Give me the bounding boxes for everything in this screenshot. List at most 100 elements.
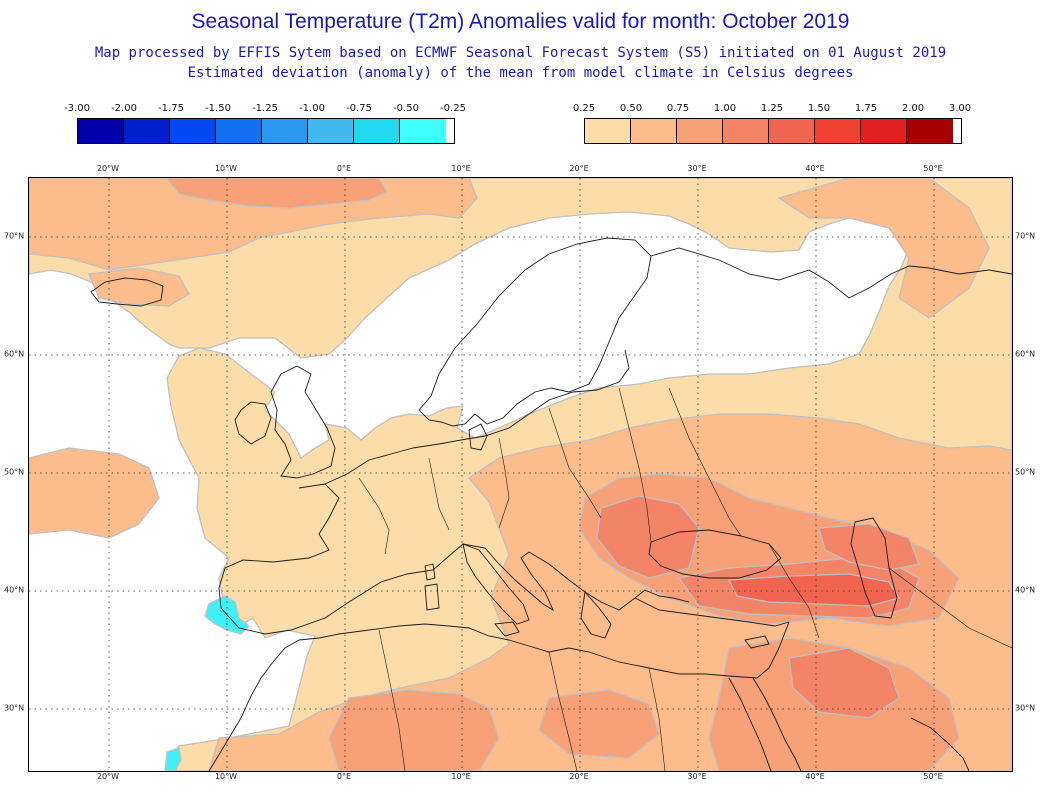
coastline-segment <box>270 365 336 479</box>
legend-label: 1.00 <box>713 103 737 114</box>
map-description: Estimated deviation (anomaly) of the mea… <box>187 65 854 81</box>
latitude-label: 40°N <box>1015 585 1036 595</box>
legend-negative-swatch <box>124 119 170 143</box>
longitude-label: 50°E <box>923 164 943 173</box>
coastline-segment <box>580 590 612 639</box>
country-border <box>498 437 510 529</box>
anomaly-region-100-balkans <box>596 495 700 579</box>
legend-label: 1.50 <box>807 103 831 114</box>
anomaly-region-050-iceland <box>88 267 190 307</box>
anomaly-region-075-libya <box>538 689 660 759</box>
anomaly-region-075-north-africa <box>328 689 500 771</box>
legend-label: 1.25 <box>760 103 784 114</box>
legend-positive-swatch <box>861 119 907 143</box>
latitude-label: 30°N <box>1015 703 1036 713</box>
longitude-label: 30°E <box>687 772 707 781</box>
coastline-segment <box>728 677 772 771</box>
legend-positive-swatch <box>907 119 953 143</box>
coastline-segment <box>744 635 770 649</box>
legend-label: -3.00 <box>64 103 90 114</box>
anomaly-region-negative-canaries <box>164 747 182 771</box>
latitude-label: 60°N <box>4 349 25 359</box>
coastline-segment <box>752 677 802 771</box>
coastline-segment <box>494 621 520 637</box>
coastline-segment <box>90 277 164 307</box>
coastlines <box>90 237 1012 771</box>
coastline-segment <box>634 597 790 627</box>
legend-positive-swatch <box>723 119 769 143</box>
country-border <box>618 387 652 543</box>
legend-label: 0.25 <box>572 103 596 114</box>
latitude-label: 70°N <box>1015 231 1036 241</box>
legend-label: 0.75 <box>666 103 690 114</box>
legend-label: -2.00 <box>111 103 137 114</box>
coastline-segment <box>234 401 272 445</box>
map-title: Seasonal Temperature (T2m) Anomalies val… <box>191 10 850 33</box>
latitude-label: 50°N <box>1015 467 1036 477</box>
longitude-label: 30°E <box>687 164 707 173</box>
legend-positive-swatch <box>631 119 677 143</box>
longitude-label: 20°W <box>96 772 120 781</box>
longitude-label: 0°E <box>336 772 352 781</box>
anomaly-region-050-atlantic <box>29 447 160 539</box>
legend-label: -0.25 <box>440 103 466 114</box>
legend-positive-swatch <box>815 119 861 143</box>
anomaly-region-100-iraq <box>788 647 900 719</box>
longitude-label: 40°E <box>805 772 825 781</box>
legend-negative-swatch <box>400 119 446 143</box>
latitude-label: 70°N <box>4 231 25 241</box>
coastline-segment <box>324 349 630 485</box>
coastline-segment <box>424 563 440 611</box>
longitude-label: 10°E <box>451 164 471 173</box>
coastline-segment <box>418 237 652 427</box>
latitude-label: 40°N <box>4 585 25 595</box>
latitude-label: 50°N <box>4 467 25 477</box>
legend-label: 0.50 <box>619 103 643 114</box>
country-border <box>768 543 820 639</box>
longitude-label: 0°E <box>336 164 352 173</box>
legend-label: -0.75 <box>346 103 372 114</box>
legend-negative-swatch <box>78 119 124 143</box>
coastline-segment <box>468 423 488 451</box>
legend-label: -1.75 <box>158 103 184 114</box>
longitude-label: 10°E <box>451 772 471 781</box>
legend-negative-colorbar <box>77 118 455 144</box>
coastline-segment <box>208 639 300 771</box>
legend-negative-swatch <box>216 119 262 143</box>
coastline-segment <box>648 529 782 579</box>
anomaly-region-125-anatolia <box>727 573 901 607</box>
longitude-label: 20°E <box>569 772 589 781</box>
legend-label: -1.25 <box>252 103 278 114</box>
legend-positive-colorbar <box>584 118 962 144</box>
legend-label: 2.00 <box>901 103 925 114</box>
longitude-label: 40°E <box>805 164 825 173</box>
longitude-label: 10°W <box>214 164 238 173</box>
anomaly-region-075-north-atlantic <box>166 178 388 209</box>
latitude-label: 60°N <box>1015 349 1036 359</box>
country-border <box>888 567 1012 649</box>
coastline-segment <box>850 517 898 619</box>
map-subtitle: Map processed by EFFIS Sytem based on EC… <box>94 45 947 61</box>
country-border <box>358 477 390 555</box>
longitude-label: 20°W <box>96 164 120 173</box>
legend-positive-swatch <box>585 119 631 143</box>
anomaly-map <box>28 177 1013 772</box>
legend-negative-swatch <box>170 119 216 143</box>
anomaly-region-050-russia <box>777 178 990 319</box>
anomaly-map-svg <box>29 178 1012 771</box>
latitude-label: 30°N <box>4 703 25 713</box>
coastline-segment <box>462 543 530 625</box>
country-border <box>548 651 578 771</box>
legend-positive-swatch <box>677 119 723 143</box>
legend-label: -0.50 <box>393 103 419 114</box>
country-border <box>548 407 602 519</box>
coastline-segment <box>650 247 1012 299</box>
legend-label: 3.00 <box>948 103 972 114</box>
legend-negative-swatch <box>308 119 354 143</box>
country-border <box>428 457 450 531</box>
legend-negative-swatch <box>354 119 400 143</box>
coastline-segment <box>910 717 970 771</box>
longitude-label: 50°E <box>923 772 943 781</box>
longitude-label: 20°E <box>569 164 589 173</box>
